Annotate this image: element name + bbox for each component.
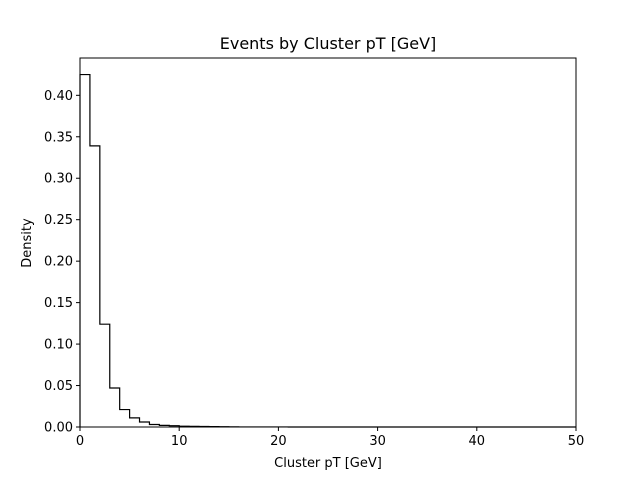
x-axis-label: Cluster pT [GeV] <box>274 456 382 471</box>
y-tick-label: 0.05 <box>44 379 73 394</box>
axes-frame <box>79 57 577 428</box>
x-tick-label: 0 <box>76 434 84 449</box>
y-axis-label: Density <box>20 218 35 268</box>
x-tick-label: 50 <box>568 434 585 449</box>
y-tick-label: 0.00 <box>44 421 73 436</box>
y-tick-label: 0.15 <box>44 296 73 311</box>
chart-title: Events by Cluster pT [GeV] <box>220 34 437 53</box>
x-tick-label: 20 <box>270 434 287 449</box>
x-tick-label: 40 <box>469 434 486 449</box>
x-tick-label: 30 <box>369 434 386 449</box>
y-axis: 0.00 0.05 0.10 0.15 0.20 0.25 0.30 0.35 0.40 <box>44 89 80 436</box>
y-tick-label: 0.30 <box>44 172 73 187</box>
x-axis: 0 10 20 30 40 50 <box>76 427 584 449</box>
histogram-step-line <box>79 73 576 428</box>
y-tick-label: 0.10 <box>44 338 73 353</box>
y-tick-label: 0.35 <box>44 130 73 145</box>
y-tick-label: 0.20 <box>44 255 73 270</box>
y-tick-label: 0.40 <box>44 89 73 104</box>
x-tick-label: 10 <box>171 434 188 449</box>
plot-area: 0 10 20 30 40 50 0.00 0.05 0.10 0.15 0.20 0.25 0.30… <box>44 57 584 449</box>
y-tick-label: 0.25 <box>44 213 73 228</box>
